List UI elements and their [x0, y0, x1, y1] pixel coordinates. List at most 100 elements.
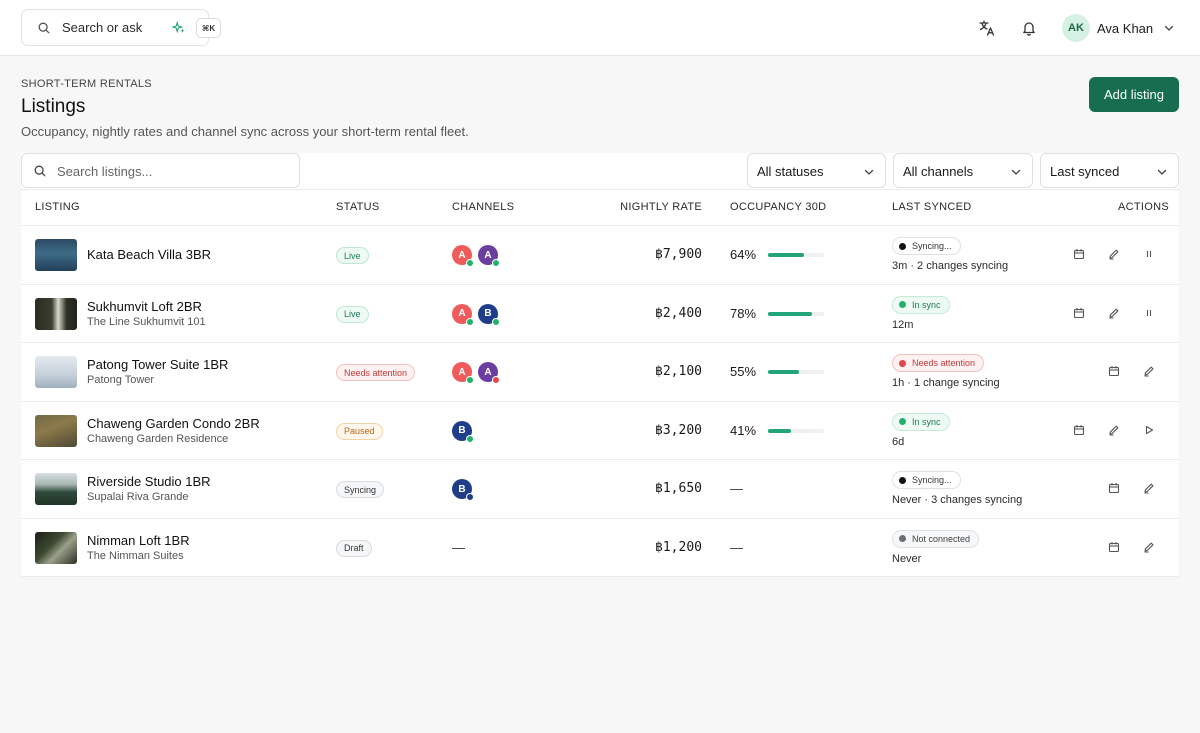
status-filter-value: All statuses: [757, 164, 824, 179]
listing-thumbnail: [35, 531, 77, 564]
occupancy-bar-fill: [768, 253, 804, 257]
sort-select[interactable]: Last synced: [1040, 153, 1179, 188]
listing-search-input[interactable]: Search listings...: [21, 153, 300, 188]
pause-icon[interactable]: [1142, 247, 1156, 261]
channel-avatar[interactable]: A: [452, 303, 474, 326]
edit-icon[interactable]: [1142, 364, 1156, 378]
channel-status-dot: [492, 259, 500, 267]
channel-status-dot: [466, 317, 474, 326]
play-icon[interactable]: [1142, 423, 1156, 437]
channel-letter: A: [458, 366, 466, 378]
channel-list: B: [452, 479, 478, 501]
nightly-rate: ฿1,200: [655, 539, 702, 555]
listing-property: The Nimman Suites: [87, 549, 184, 562]
table-row[interactable]: Chaweng Garden Condo 2BR Chaweng Garden …: [21, 402, 1179, 460]
edit-icon[interactable]: [1107, 247, 1121, 261]
edit-icon[interactable]: [1107, 306, 1121, 320]
channel-letter: B: [458, 425, 466, 436]
occupancy-bar: [768, 428, 824, 433]
column-header-status[interactable]: STATUS: [336, 201, 380, 213]
table-row[interactable]: Nimman Loft 1BR The Nimman Suites Draft …: [21, 519, 1179, 577]
listing-name[interactable]: Patong Tower Suite 1BR: [87, 357, 229, 372]
channel-avatar[interactable]: A: [452, 245, 474, 267]
chevron-down-icon: [864, 169, 874, 175]
table-row[interactable]: Riverside Studio 1BR Supalai Riva Grande…: [21, 460, 1179, 519]
channel-status-dot: [466, 259, 474, 267]
listing-name[interactable]: Nimman Loft 1BR: [87, 532, 190, 548]
last-synced-text: 1h · 1 change syncing: [892, 377, 1000, 389]
calendar-icon[interactable]: [1072, 306, 1086, 320]
channel-letter: A: [484, 366, 492, 378]
listing-thumbnail: [35, 414, 77, 447]
edit-icon[interactable]: [1142, 481, 1156, 495]
channel-avatar[interactable]: B: [452, 479, 474, 501]
add-listing-button[interactable]: Add listing: [1089, 77, 1179, 112]
calendar-icon[interactable]: [1072, 247, 1086, 261]
sync-status-label: Needs attention: [912, 358, 976, 368]
listing-name[interactable]: Riverside Studio 1BR: [87, 474, 211, 489]
listing-name[interactable]: Chaweng Garden Condo 2BR: [87, 415, 260, 431]
sync-status-dot: [899, 301, 906, 308]
avatar: AK: [1062, 14, 1090, 42]
calendar-icon[interactable]: [1107, 364, 1121, 378]
channel-avatar[interactable]: A: [452, 362, 474, 384]
column-header-occupancy[interactable]: OCCUPANCY 30D: [730, 201, 827, 213]
user-menu[interactable]: AK Ava Khan: [1062, 13, 1175, 43]
column-header-actions: ACTIONS: [1118, 201, 1169, 213]
table-row[interactable]: Patong Tower Suite 1BR Patong Tower Need…: [21, 343, 1179, 402]
listing-name[interactable]: Kata Beach Villa 3BR: [87, 247, 212, 262]
channel-list: B: [452, 420, 478, 443]
channels-empty: —: [452, 539, 465, 555]
edit-icon[interactable]: [1107, 423, 1121, 437]
last-synced-text: Never · 3 changes syncing: [892, 494, 1023, 506]
nightly-rate: ฿7,900: [655, 247, 702, 262]
status-filter-select[interactable]: All statuses: [747, 153, 886, 188]
occupancy-value: 55%: [730, 364, 757, 379]
channel-avatar[interactable]: A: [478, 362, 500, 384]
calendar-icon[interactable]: [1107, 540, 1121, 554]
last-synced-text: 12m: [892, 318, 914, 331]
calendar-icon[interactable]: [1072, 423, 1086, 437]
channel-filter-select[interactable]: All channels: [893, 153, 1033, 188]
channel-avatar[interactable]: B: [478, 303, 500, 326]
nightly-rate: ฿3,200: [655, 422, 702, 438]
shortcut-hint: ⌘K: [196, 18, 221, 38]
global-search[interactable]: Search or ask ⌘K: [21, 9, 221, 46]
translate-icon[interactable]: [977, 18, 997, 38]
occupancy-value: 64%: [730, 247, 757, 262]
listing-thumbnail: [35, 239, 77, 271]
occupancy-bar: [768, 370, 824, 374]
edit-icon[interactable]: [1142, 540, 1156, 554]
status-badge: Draft: [336, 539, 372, 557]
column-header-listing[interactable]: LISTING: [35, 201, 80, 213]
sync-status-badge: In sync: [892, 295, 950, 314]
page-title: Listings: [21, 96, 86, 117]
sparkle-icon: [172, 21, 185, 34]
last-synced-text: 6d: [892, 435, 905, 448]
status-badge: Live: [336, 305, 369, 323]
occupancy-bar-fill: [768, 311, 812, 316]
table-row[interactable]: Sukhumvit Loft 2BR The Line Sukhumvit 10…: [21, 285, 1179, 343]
listings-table: LISTING STATUS CHANNELS NIGHTLY RATE OCC…: [21, 189, 1179, 577]
filter-bar: Search listings... All statuses All chan…: [21, 153, 1179, 189]
channel-status-dot: [466, 493, 474, 501]
channel-avatar[interactable]: A: [478, 245, 500, 267]
listing-property: The Line Sukhumvit 101: [87, 315, 206, 328]
column-header-last-synced[interactable]: LAST SYNCED: [892, 201, 972, 213]
listing-thumbnail: [35, 297, 77, 330]
nightly-rate: ฿1,650: [655, 481, 702, 496]
status-badge: Live: [336, 247, 369, 264]
bell-icon[interactable]: [1019, 18, 1039, 38]
page-subtitle: Occupancy, nightly rates and channel syn…: [21, 124, 469, 139]
column-header-rate[interactable]: NIGHTLY RATE: [620, 201, 702, 213]
column-header-channels[interactable]: CHANNELS: [452, 201, 515, 213]
channel-letter: A: [458, 308, 466, 319]
channel-avatar[interactable]: B: [452, 420, 474, 443]
sort-value: Last synced: [1050, 164, 1120, 179]
calendar-icon[interactable]: [1107, 481, 1121, 495]
listing-name[interactable]: Sukhumvit Loft 2BR: [87, 298, 202, 314]
user-name: Ava Khan: [1097, 20, 1154, 36]
pause-icon[interactable]: [1142, 306, 1156, 320]
